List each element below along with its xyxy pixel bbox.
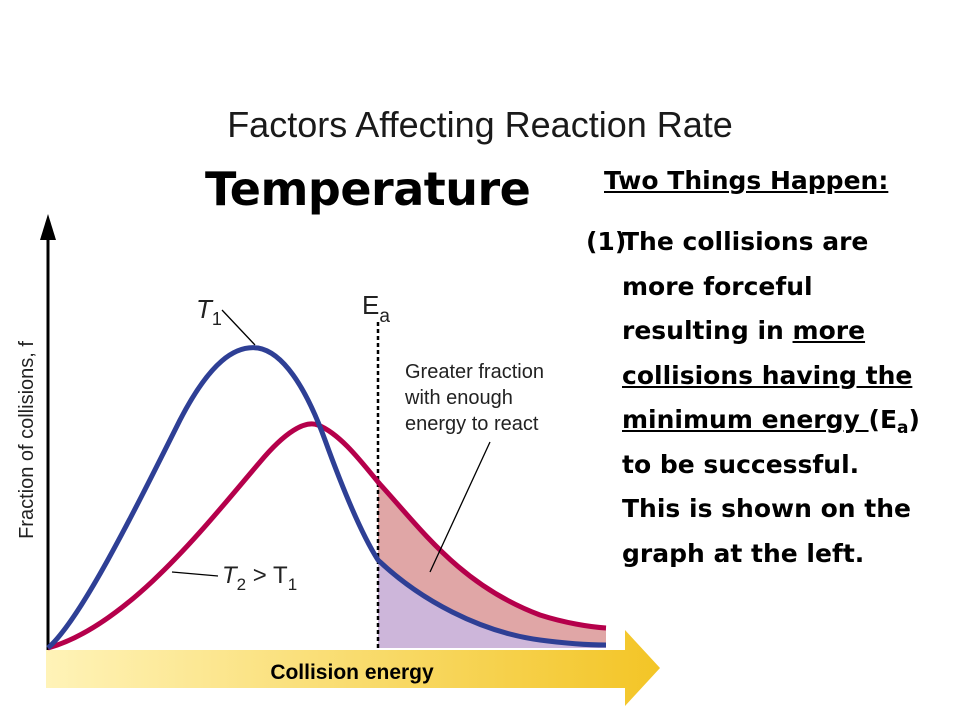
side-line-3: resulting in more	[586, 309, 956, 354]
side-line-5-paren-close: )	[908, 405, 920, 434]
side-line-3-plain: resulting in	[622, 316, 793, 345]
topic-heading: Temperature	[205, 162, 531, 216]
t1-label-sub: 1	[212, 309, 222, 329]
annotation-line-3: energy to react	[405, 413, 539, 435]
t2-curve	[47, 421, 607, 651]
side-line-7: This is shown on the	[622, 494, 911, 523]
annotation-line-2: with enough	[404, 387, 513, 409]
t1-area-above-ea	[378, 560, 606, 648]
side-explanation: (1)The collisions are more forceful resu…	[586, 220, 956, 576]
side-heading: Two Things Happen:	[604, 166, 889, 195]
side-line-1: The collisions are	[622, 227, 869, 256]
side-line-3-underlined: more	[792, 316, 866, 345]
t2-label-sub2: 1	[288, 575, 297, 594]
side-line-8: graph at the left.	[622, 538, 865, 568]
t2-label-main: T	[222, 562, 239, 589]
t1-label-main: T	[196, 294, 214, 324]
t2-leader-line	[171, 571, 219, 577]
annotation-line-1: Greater fraction	[405, 361, 544, 383]
t2-label: T2 > T1	[222, 562, 297, 594]
t2-label-gt: > T	[246, 562, 288, 589]
side-line-4-underlined: collisions having the	[622, 360, 913, 390]
t1-curve	[46, 345, 607, 650]
ea-label: Ea	[362, 290, 390, 327]
y-axis-arrowhead	[40, 214, 56, 240]
side-line-2: more forceful	[622, 271, 813, 301]
ea-label-main: E	[362, 290, 379, 320]
side-line-4: collisions having the	[586, 354, 956, 399]
slide-title: Factors Affecting Reaction Rate	[227, 104, 733, 145]
t2-label-sub: 2	[237, 575, 246, 594]
side-line-5-underlined: minimum energy	[622, 405, 869, 434]
y-axis-label: Fraction of collisions, f	[16, 341, 38, 539]
t2-area-above-ea	[378, 482, 606, 645]
side-line-5-paren-open: (E	[868, 405, 898, 434]
x-axis-label: Collision energy	[270, 661, 434, 684]
x-axis-arrow	[46, 630, 660, 706]
side-line-6: to be successful.	[622, 449, 860, 479]
t1-label: T1	[196, 294, 222, 329]
side-line-5-sub: a	[897, 418, 909, 438]
t1-leader-line	[221, 309, 256, 346]
side-line-5: minimum energy (Ea)	[586, 398, 956, 443]
ea-label-sub: a	[379, 306, 390, 327]
item-number: (1)	[586, 227, 627, 256]
annotation-leader-line	[429, 441, 491, 573]
